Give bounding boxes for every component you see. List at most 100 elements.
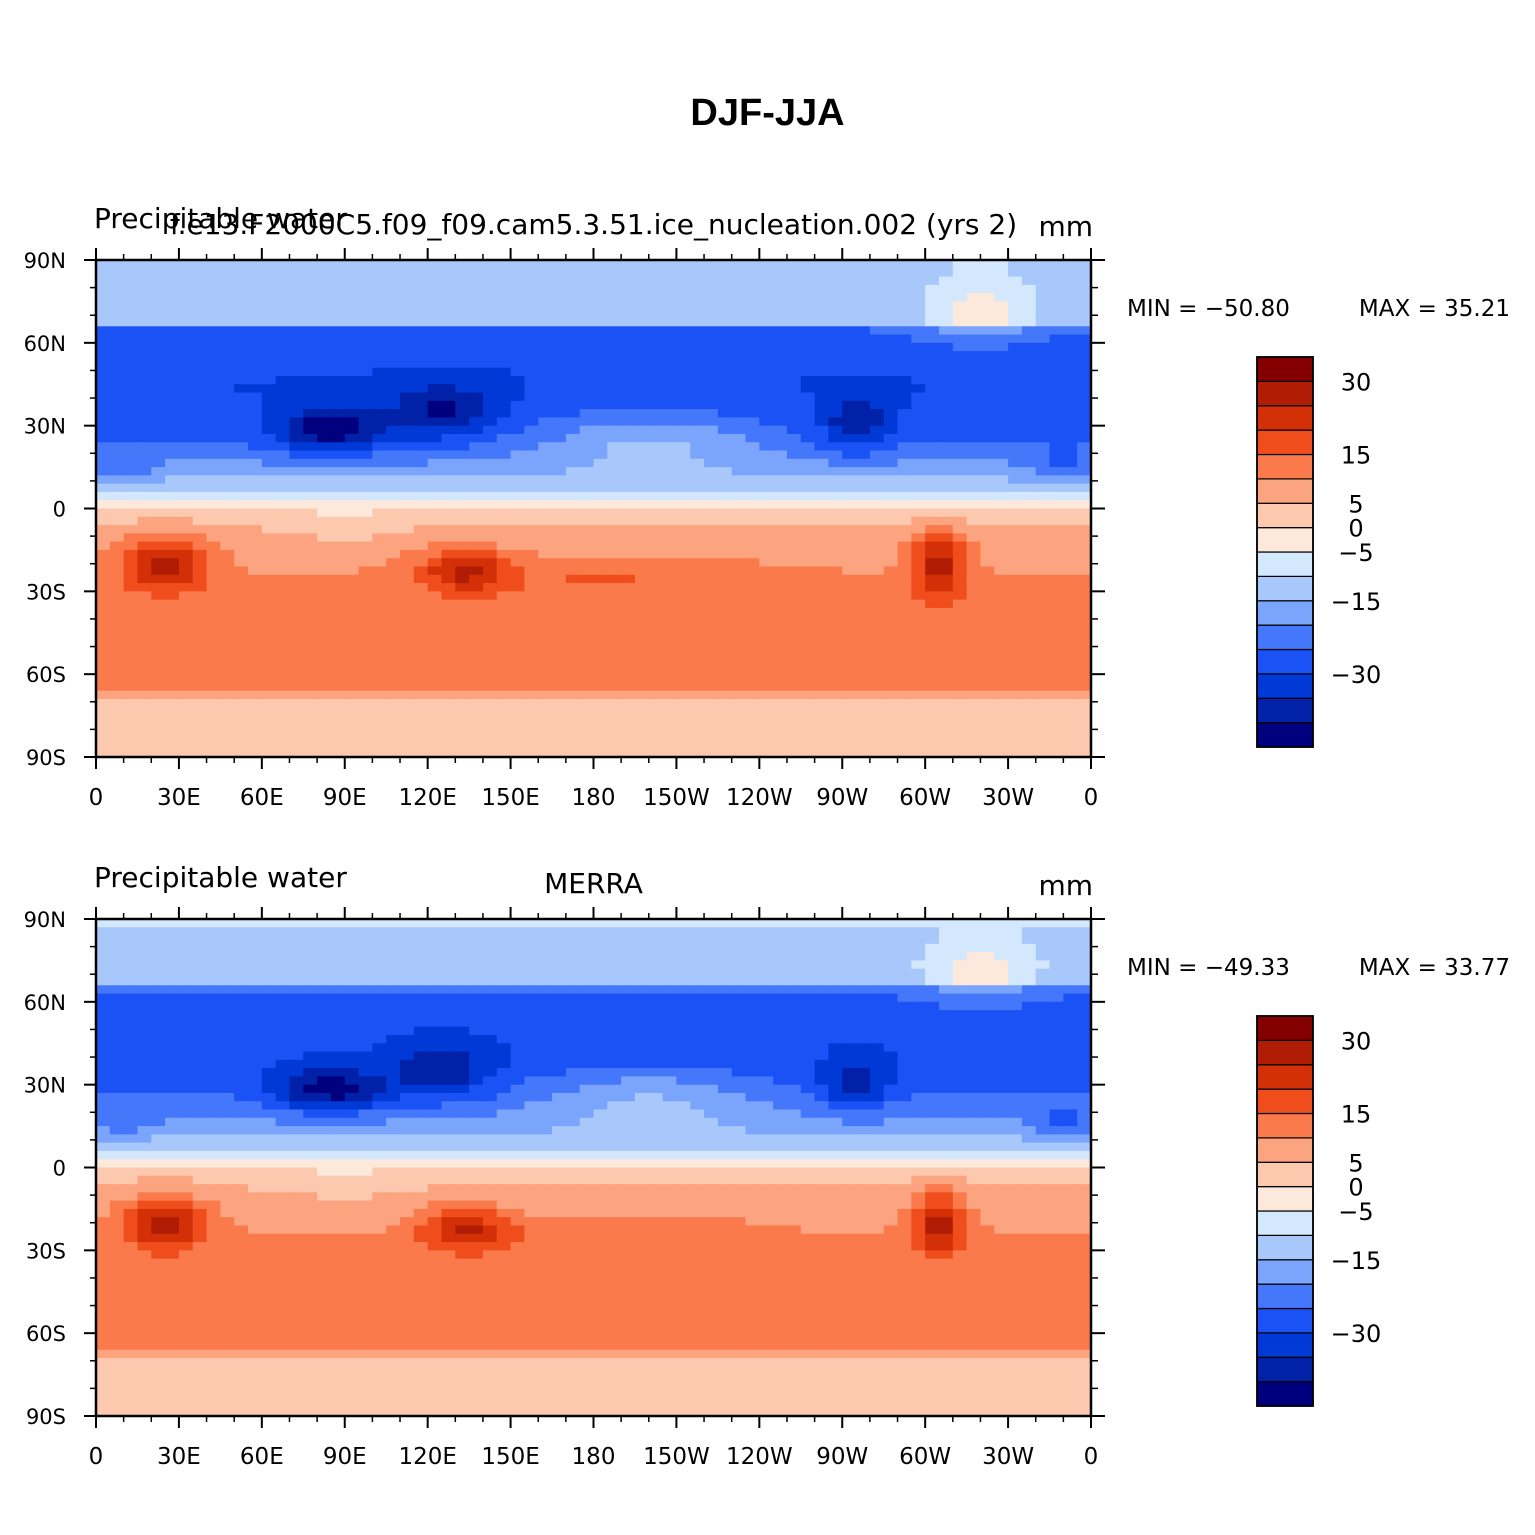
heatmap-cell xyxy=(206,699,221,708)
heatmap-cell xyxy=(206,943,221,953)
heatmap-cell xyxy=(220,715,235,725)
heatmap-cell xyxy=(966,409,982,418)
heatmap-cell xyxy=(289,442,304,452)
heatmap-cell xyxy=(372,599,387,609)
heatmap-cell xyxy=(745,500,760,510)
heatmap-cell xyxy=(137,566,152,576)
heatmap-cell xyxy=(524,367,539,377)
heatmap-cell xyxy=(911,657,926,667)
heatmap-cell xyxy=(510,682,525,692)
heatmap-cell xyxy=(109,1092,125,1102)
heatmap-cell xyxy=(538,682,553,692)
heatmap-cell xyxy=(952,508,968,518)
heatmap-cell xyxy=(441,591,456,601)
heatmap-cell xyxy=(510,707,525,717)
heatmap-cell xyxy=(980,467,995,476)
heatmap-cell xyxy=(938,748,954,758)
heatmap-cell xyxy=(248,317,263,327)
heatmap-cell xyxy=(966,351,982,360)
heatmap-cell xyxy=(482,558,498,568)
heatmap-cell xyxy=(524,268,539,278)
heatmap-cell xyxy=(289,641,304,650)
heatmap-cell xyxy=(1077,500,1092,510)
heatmap-cell xyxy=(828,699,843,708)
heatmap-cell xyxy=(731,657,747,667)
heatmap-cell xyxy=(828,525,843,534)
heatmap-cell xyxy=(455,558,470,568)
heatmap-cell xyxy=(289,342,304,352)
heatmap-cell xyxy=(151,1225,166,1235)
heatmap-cell xyxy=(869,384,885,394)
heatmap-cell xyxy=(151,1250,166,1260)
heatmap-cell xyxy=(96,359,111,369)
heatmap-cell xyxy=(123,268,139,278)
heatmap-cell xyxy=(1008,574,1023,584)
heatmap-cell xyxy=(109,665,125,675)
heatmap-cell xyxy=(289,516,304,526)
heatmap-cell xyxy=(289,260,304,269)
heatmap-cell xyxy=(248,541,263,551)
heatmap-cell xyxy=(220,384,235,394)
heatmap-cell xyxy=(234,284,249,294)
heatmap-cell xyxy=(690,367,705,377)
heatmap-cell xyxy=(607,707,622,717)
heatmap-cell xyxy=(856,607,871,617)
heatmap-cell xyxy=(123,1283,139,1293)
heatmap-cell xyxy=(773,268,788,278)
heatmap-cell xyxy=(897,400,912,410)
heatmap-cell xyxy=(192,707,208,717)
heatmap-cell xyxy=(344,293,360,303)
heatmap-cell xyxy=(994,516,1009,526)
heatmap-cell xyxy=(883,674,899,684)
heatmap-cell xyxy=(800,301,816,311)
heatmap-cell xyxy=(482,682,498,692)
heatmap-cell xyxy=(165,1018,180,1028)
heatmap-cell xyxy=(496,723,512,733)
heatmap-cell xyxy=(165,707,180,717)
heatmap-cell xyxy=(717,409,733,418)
heatmap-cell xyxy=(206,483,221,493)
heatmap-cell xyxy=(579,284,595,294)
heatmap-cell xyxy=(330,450,346,460)
heatmap-cell xyxy=(565,425,581,435)
heatmap-cell xyxy=(717,351,733,360)
heatmap-cell xyxy=(192,1117,208,1127)
heatmap-cell xyxy=(427,508,443,518)
heatmap-cell xyxy=(206,342,221,352)
heatmap-cell xyxy=(1077,541,1092,551)
heatmap-cell xyxy=(966,458,982,468)
heatmap-cell xyxy=(538,467,553,476)
heatmap-cell xyxy=(358,326,373,336)
heatmap-cell xyxy=(911,260,926,269)
heatmap-cell xyxy=(897,375,912,385)
heatmap-cell xyxy=(745,508,760,518)
heatmap-cell xyxy=(1021,458,1037,468)
heatmap-cell xyxy=(165,334,180,344)
heatmap-cell xyxy=(1063,533,1078,543)
heatmap-cell xyxy=(759,682,774,692)
heatmap-cell xyxy=(123,985,139,995)
heatmap-cell xyxy=(165,1225,180,1235)
heatmap-cell xyxy=(344,458,360,468)
heatmap-cell xyxy=(552,607,567,617)
heatmap-cell xyxy=(206,616,221,626)
heatmap-cell xyxy=(109,993,125,1003)
max-label: MAX = 35.21 xyxy=(1359,296,1510,322)
heatmap-cell xyxy=(1077,442,1092,452)
heatmap-cell xyxy=(1077,293,1092,303)
heatmap-cell xyxy=(980,317,995,327)
heatmap-cell xyxy=(593,508,608,518)
heatmap-cell xyxy=(828,599,843,609)
heatmap-cell xyxy=(759,491,774,501)
heatmap-cell xyxy=(1035,690,1051,700)
heatmap-cell xyxy=(358,375,373,385)
heatmap-cell xyxy=(579,508,595,518)
heatmap-cell xyxy=(911,342,926,352)
heatmap-cell xyxy=(165,1167,180,1177)
heatmap-cell xyxy=(413,591,429,601)
heatmap-cell xyxy=(165,1208,180,1218)
heatmap-cell xyxy=(745,384,760,394)
heatmap-cell xyxy=(261,458,277,468)
heatmap-cell xyxy=(814,707,830,717)
heatmap-cell xyxy=(552,500,567,510)
